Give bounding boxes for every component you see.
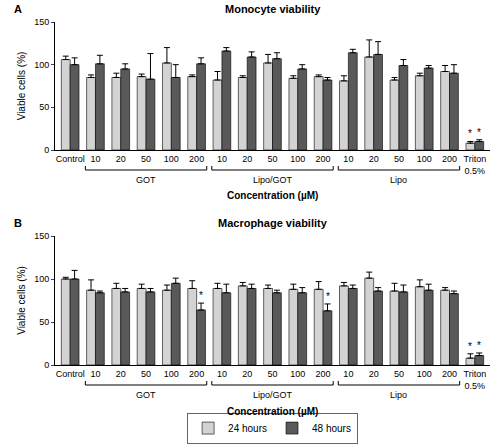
svg-text:50: 50 bbox=[141, 154, 151, 164]
svg-text:Viable cells (%): Viable cells (%) bbox=[16, 52, 27, 121]
svg-text:Triton0.5%: Triton0.5% bbox=[463, 154, 486, 176]
svg-text:150: 150 bbox=[34, 17, 49, 27]
svg-text:Concentration (µM): Concentration (µM) bbox=[227, 190, 318, 201]
svg-text:Control: Control bbox=[56, 369, 85, 379]
svg-text:10: 10 bbox=[217, 154, 227, 164]
svg-text:Concentration (µM): Concentration (µM) bbox=[227, 406, 318, 417]
svg-text:*: * bbox=[477, 127, 481, 138]
svg-text:Lipo/GOT: Lipo/GOT bbox=[253, 390, 293, 400]
svg-text:200: 200 bbox=[442, 369, 457, 379]
svg-text:50: 50 bbox=[267, 369, 277, 379]
svg-text:Lipo: Lipo bbox=[390, 175, 407, 185]
svg-text:20: 20 bbox=[242, 369, 252, 379]
svg-text:200: 200 bbox=[189, 369, 204, 379]
svg-text:200: 200 bbox=[316, 369, 331, 379]
svg-text:20: 20 bbox=[369, 369, 379, 379]
svg-text:20: 20 bbox=[116, 154, 126, 164]
svg-text:100: 100 bbox=[417, 154, 432, 164]
svg-text:10: 10 bbox=[90, 154, 100, 164]
svg-text:0: 0 bbox=[44, 360, 49, 370]
svg-text:Triton0.5%: Triton0.5% bbox=[463, 369, 486, 391]
svg-text:100: 100 bbox=[34, 274, 49, 284]
svg-text:20: 20 bbox=[369, 154, 379, 164]
svg-text:A: A bbox=[14, 3, 22, 15]
svg-text:100: 100 bbox=[34, 60, 49, 70]
svg-text:Lipo/GOT: Lipo/GOT bbox=[253, 175, 293, 185]
svg-text:150: 150 bbox=[34, 231, 49, 241]
svg-text:*: * bbox=[326, 291, 330, 302]
svg-text:GOT: GOT bbox=[136, 390, 156, 400]
svg-text:100: 100 bbox=[417, 369, 432, 379]
svg-text:*: * bbox=[468, 128, 472, 139]
svg-text:200: 200 bbox=[316, 154, 331, 164]
svg-text:50: 50 bbox=[141, 369, 151, 379]
svg-text:0: 0 bbox=[44, 145, 49, 155]
svg-text:20: 20 bbox=[116, 369, 126, 379]
svg-text:48 hours: 48 hours bbox=[312, 423, 351, 434]
svg-text:200: 200 bbox=[442, 154, 457, 164]
svg-text:Control: Control bbox=[56, 154, 85, 164]
svg-text:50: 50 bbox=[39, 317, 49, 327]
svg-text:50: 50 bbox=[394, 369, 404, 379]
svg-text:20: 20 bbox=[242, 154, 252, 164]
svg-text:100: 100 bbox=[290, 154, 305, 164]
svg-text:100: 100 bbox=[164, 369, 179, 379]
svg-text:*: * bbox=[468, 341, 472, 352]
svg-text:Monocyte viability: Monocyte viability bbox=[225, 3, 321, 15]
svg-text:B: B bbox=[14, 217, 22, 229]
svg-text:Macrophage viability: Macrophage viability bbox=[218, 217, 328, 229]
svg-text:100: 100 bbox=[164, 154, 179, 164]
svg-text:GOT: GOT bbox=[136, 175, 156, 185]
svg-text:10: 10 bbox=[90, 369, 100, 379]
svg-text:Viable cells (%): Viable cells (%) bbox=[16, 266, 27, 335]
svg-text:Lipo: Lipo bbox=[390, 390, 407, 400]
svg-text:100: 100 bbox=[290, 369, 305, 379]
svg-text:50: 50 bbox=[394, 154, 404, 164]
svg-text:*: * bbox=[477, 340, 481, 351]
svg-text:200: 200 bbox=[189, 154, 204, 164]
svg-text:*: * bbox=[199, 290, 203, 301]
svg-text:10: 10 bbox=[343, 369, 353, 379]
svg-text:50: 50 bbox=[39, 102, 49, 112]
svg-text:50: 50 bbox=[267, 154, 277, 164]
svg-text:24 hours: 24 hours bbox=[228, 423, 267, 434]
svg-text:10: 10 bbox=[343, 154, 353, 164]
svg-text:10: 10 bbox=[217, 369, 227, 379]
